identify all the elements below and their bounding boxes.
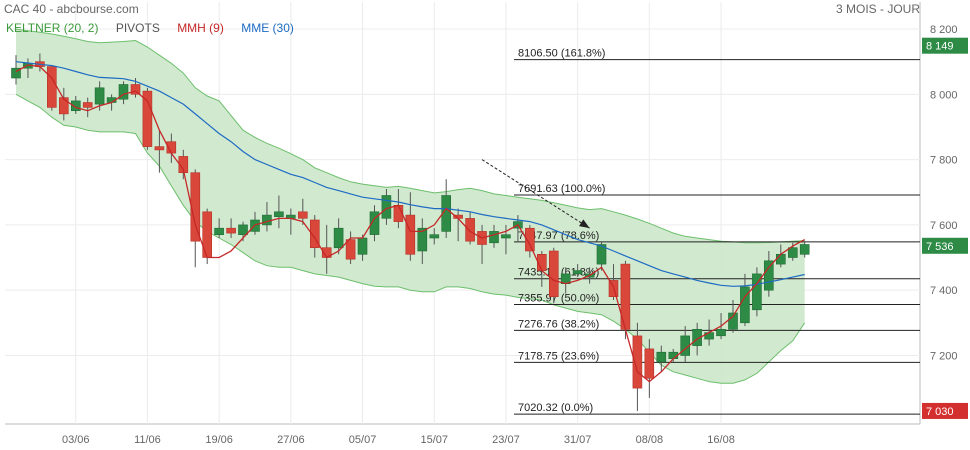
keltner-upper-line [15,28,805,244]
y-tick-label: 7 200 [930,350,958,362]
candle-down [142,90,153,147]
trend-arrow [481,159,590,229]
x-tick-label: 31/07 [564,434,592,446]
candle-down [297,211,308,219]
trend-arrow-line [481,159,590,229]
legend: KELTNER (20, 2) PIVOTS MMH (9) MME (30) [6,21,308,35]
mmh-line [15,64,806,383]
candle-down [154,146,165,151]
candle-up [333,227,344,249]
candle-up [94,87,105,105]
candle-up [11,67,21,79]
candle-up [656,351,667,363]
candle-down [130,84,141,95]
candle-up [357,237,368,255]
fib-level-label: 7276.76 (38.2%) [518,318,599,330]
price-tags: 8 149 7 536 7 030 [922,37,968,419]
price-tag-box [922,402,968,419]
y-tick-label: 8 000 [930,89,958,101]
candle-down [178,156,189,173]
x-tick-label: 15/07 [420,434,448,446]
candle-up [501,234,511,239]
x-tick-label: 16/08 [707,434,735,446]
candle-up [238,224,248,235]
candle-down [190,172,201,242]
legend-mme[interactable]: MME (30) [241,21,294,35]
fib-level-label: 7691.63 (100.0%) [518,183,605,195]
x-tick-label: 03/06 [62,434,90,446]
moving-averages [15,61,806,383]
fib-level-label: 7020.32 (0.0%) [518,402,593,414]
price-tag-label: 7 030 [926,406,954,418]
x-tick-label: 11/06 [134,434,161,446]
candle-up [274,211,284,218]
keltner-lower-line [15,93,806,384]
x-tick-label: 19/06 [205,434,233,446]
price-tag-label: 8 149 [926,41,954,53]
fib-level-label: 8106.50 (161.8%) [518,48,605,60]
x-tick-label: 05/07 [349,434,377,446]
candle-up [775,254,786,265]
candle-up [429,234,440,239]
candle-down [46,66,57,108]
x-tick-label: 23/07 [492,434,520,446]
mme-line [15,61,805,287]
candle-up [489,231,499,244]
candle-up [728,312,738,330]
x-axis: 03/06 11/06 19/06 27/06 05/07 15/07 23/07 31/07… [62,434,735,446]
y-tick-label: 7 400 [930,285,958,297]
candle-down [548,250,559,298]
period-label: 3 MOIS - JOUR [835,2,920,16]
trend-arrow-head [579,219,590,229]
price-tag-box [922,237,968,254]
price-tag-label: 7 536 [926,241,954,253]
candle-down [226,227,236,234]
candle-down [525,227,535,252]
y-tick-label: 8 200 [930,24,958,36]
y-tick-label: 7 600 [930,220,958,232]
legend-pivots[interactable]: PIVOTS [115,21,160,35]
candle-up [596,244,607,265]
candle-up [740,286,750,324]
price-tag-box [922,37,968,54]
candle-up [763,260,774,291]
candle-down [345,239,356,260]
fib-level-label: 7355.97 (50.0%) [518,293,599,305]
candle-up [787,247,798,258]
candle-up [752,273,762,311]
candle-up [118,84,129,100]
candle-down [405,214,416,255]
candle-up [71,100,81,112]
y-tick-label: 7 800 [930,155,958,167]
candle-down [632,335,643,389]
candle-up [262,214,272,226]
legend-keltner[interactable]: KELTNER (20, 2) [6,21,99,35]
chart-title: CAC 40 - abcbourse.com [4,2,139,16]
fib-level-label: 7547.97 (78.6%) [518,230,599,242]
x-tick-label: 27/06 [277,434,305,446]
fib-level-label: 7178.75 (23.6%) [518,350,599,362]
legend-mmh[interactable]: MMH (9) [177,21,224,35]
candle-down [82,102,93,108]
candle-up [214,227,224,235]
candle-down [309,219,320,249]
candle-up [381,195,392,219]
candle-up [369,211,380,235]
y-axis: 8 200 8 000 7 800 7 600 7 400 7 200 [930,24,958,362]
candle-up [572,270,583,275]
candle-up [441,195,452,232]
candle-down [465,218,475,242]
candle-down [58,97,69,115]
candlesticks [11,53,810,411]
candle-up [716,328,726,337]
candle-down [644,348,655,379]
candle-up [799,244,810,255]
x-tick-label: 08/08 [636,434,664,446]
candle-up [417,227,428,252]
candle-up [692,328,702,346]
